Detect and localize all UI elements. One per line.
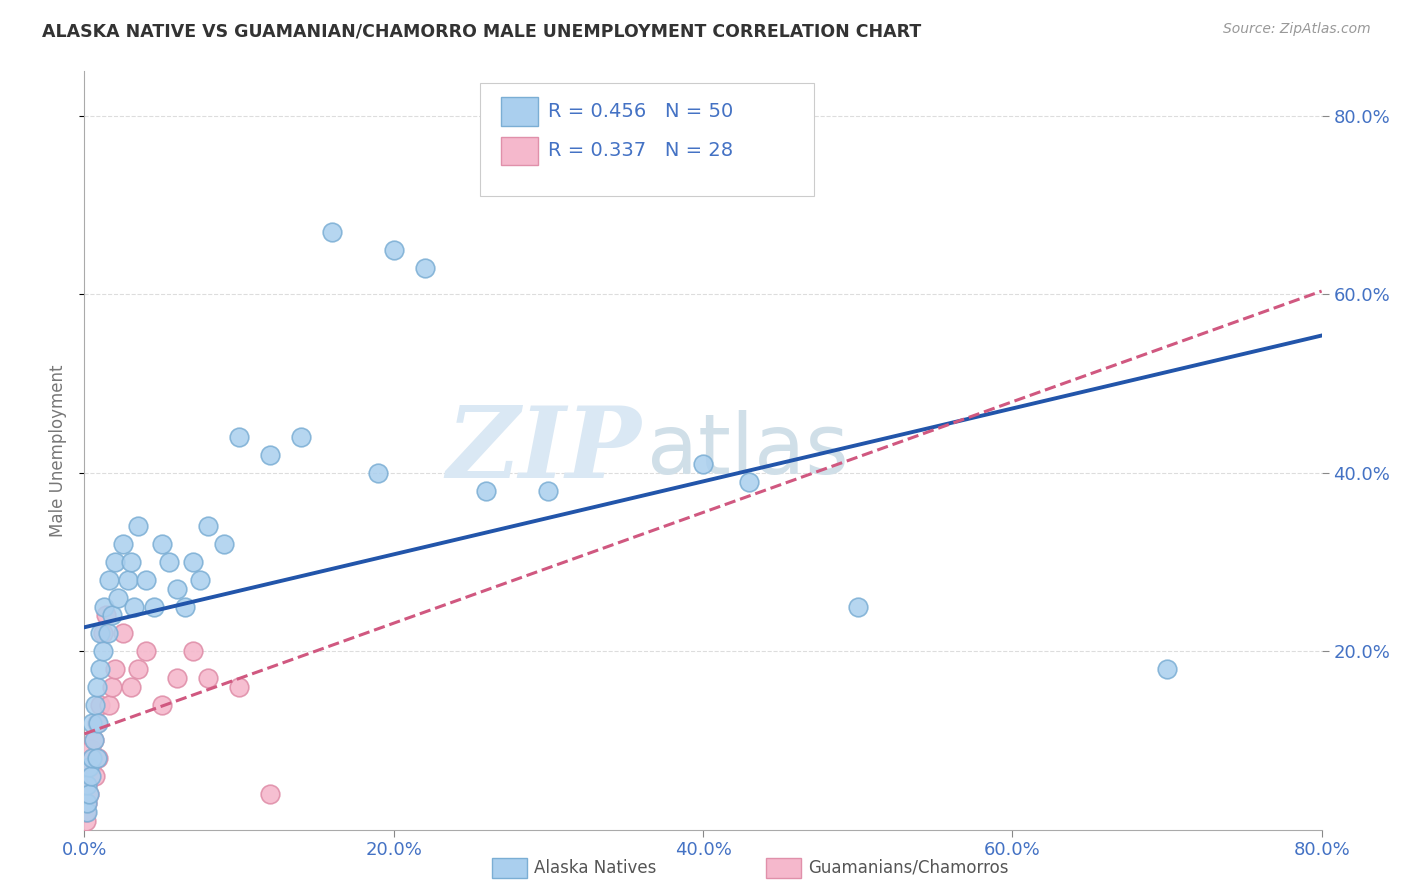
Point [76, 805, 98, 819]
Point [101, 608, 124, 623]
Point [83, 733, 105, 747]
Point [86, 715, 108, 730]
Point [79, 742, 101, 756]
Point [290, 430, 312, 444]
Point [86, 680, 108, 694]
Point [84, 698, 107, 712]
Point [91, 626, 114, 640]
Point [197, 671, 219, 685]
Point [76, 796, 98, 810]
Point [89, 662, 111, 676]
Point [143, 599, 166, 614]
Point [76, 778, 98, 792]
Point [87, 715, 110, 730]
Point [112, 626, 135, 640]
Point [76, 796, 98, 810]
Point [537, 483, 560, 498]
Point [91, 644, 114, 658]
Point [413, 260, 436, 275]
Point [82, 751, 104, 765]
Point [738, 475, 761, 489]
Point [166, 582, 188, 596]
Point [98, 573, 121, 587]
Point [135, 573, 157, 587]
Point [101, 680, 124, 694]
Point [77, 787, 100, 801]
Text: Source: ZipAtlas.com: Source: ZipAtlas.com [1223, 22, 1371, 37]
Y-axis label: Male Unemployment: Male Unemployment [49, 364, 67, 537]
Point [104, 555, 127, 569]
Point [79, 760, 101, 774]
Point [135, 644, 157, 658]
Point [77, 787, 100, 801]
Point [86, 751, 108, 765]
Point [83, 733, 105, 747]
Point [228, 430, 250, 444]
Point [174, 599, 197, 614]
FancyBboxPatch shape [502, 136, 538, 165]
Point [197, 519, 219, 533]
Point [259, 448, 281, 462]
Text: Alaska Natives: Alaska Natives [534, 859, 657, 877]
Point [212, 537, 235, 551]
Point [89, 626, 111, 640]
Point [150, 698, 173, 712]
Point [181, 644, 204, 658]
Point [77, 760, 100, 774]
Point [107, 591, 129, 605]
Text: Guamanians/Chamorros: Guamanians/Chamorros [808, 859, 1010, 877]
Point [166, 671, 188, 685]
FancyBboxPatch shape [502, 97, 538, 126]
Point [87, 751, 110, 765]
Point [1156, 662, 1178, 676]
FancyBboxPatch shape [481, 83, 814, 196]
Point [382, 243, 405, 257]
Text: atlas: atlas [647, 410, 849, 491]
Point [94, 608, 117, 623]
Point [321, 225, 343, 239]
Point [475, 483, 498, 498]
Text: R = 0.337   N = 28: R = 0.337 N = 28 [548, 142, 734, 161]
Point [127, 519, 149, 533]
Point [367, 466, 389, 480]
Point [76, 778, 98, 792]
Text: ALASKA NATIVE VS GUAMANIAN/CHAMORRO MALE UNEMPLOYMENT CORRELATION CHART: ALASKA NATIVE VS GUAMANIAN/CHAMORRO MALE… [42, 22, 921, 40]
Point [93, 599, 115, 614]
Point [188, 573, 211, 587]
Point [692, 457, 714, 471]
Point [89, 698, 111, 712]
Text: R = 0.456   N = 50: R = 0.456 N = 50 [548, 102, 734, 121]
Text: ZIP: ZIP [446, 402, 641, 499]
Point [120, 680, 142, 694]
Point [127, 662, 149, 676]
Point [98, 698, 121, 712]
Point [75, 805, 97, 819]
Point [96, 626, 118, 640]
Point [112, 537, 135, 551]
Point [79, 769, 101, 783]
Point [846, 599, 869, 614]
Point [82, 715, 104, 730]
Point [159, 555, 180, 569]
Point [104, 662, 127, 676]
Point [228, 680, 250, 694]
Point [259, 787, 281, 801]
Point [181, 555, 204, 569]
Point [82, 751, 104, 765]
Point [122, 599, 145, 614]
Point [117, 573, 139, 587]
Point [75, 814, 97, 828]
Point [150, 537, 173, 551]
Point [120, 555, 142, 569]
Point [84, 769, 107, 783]
